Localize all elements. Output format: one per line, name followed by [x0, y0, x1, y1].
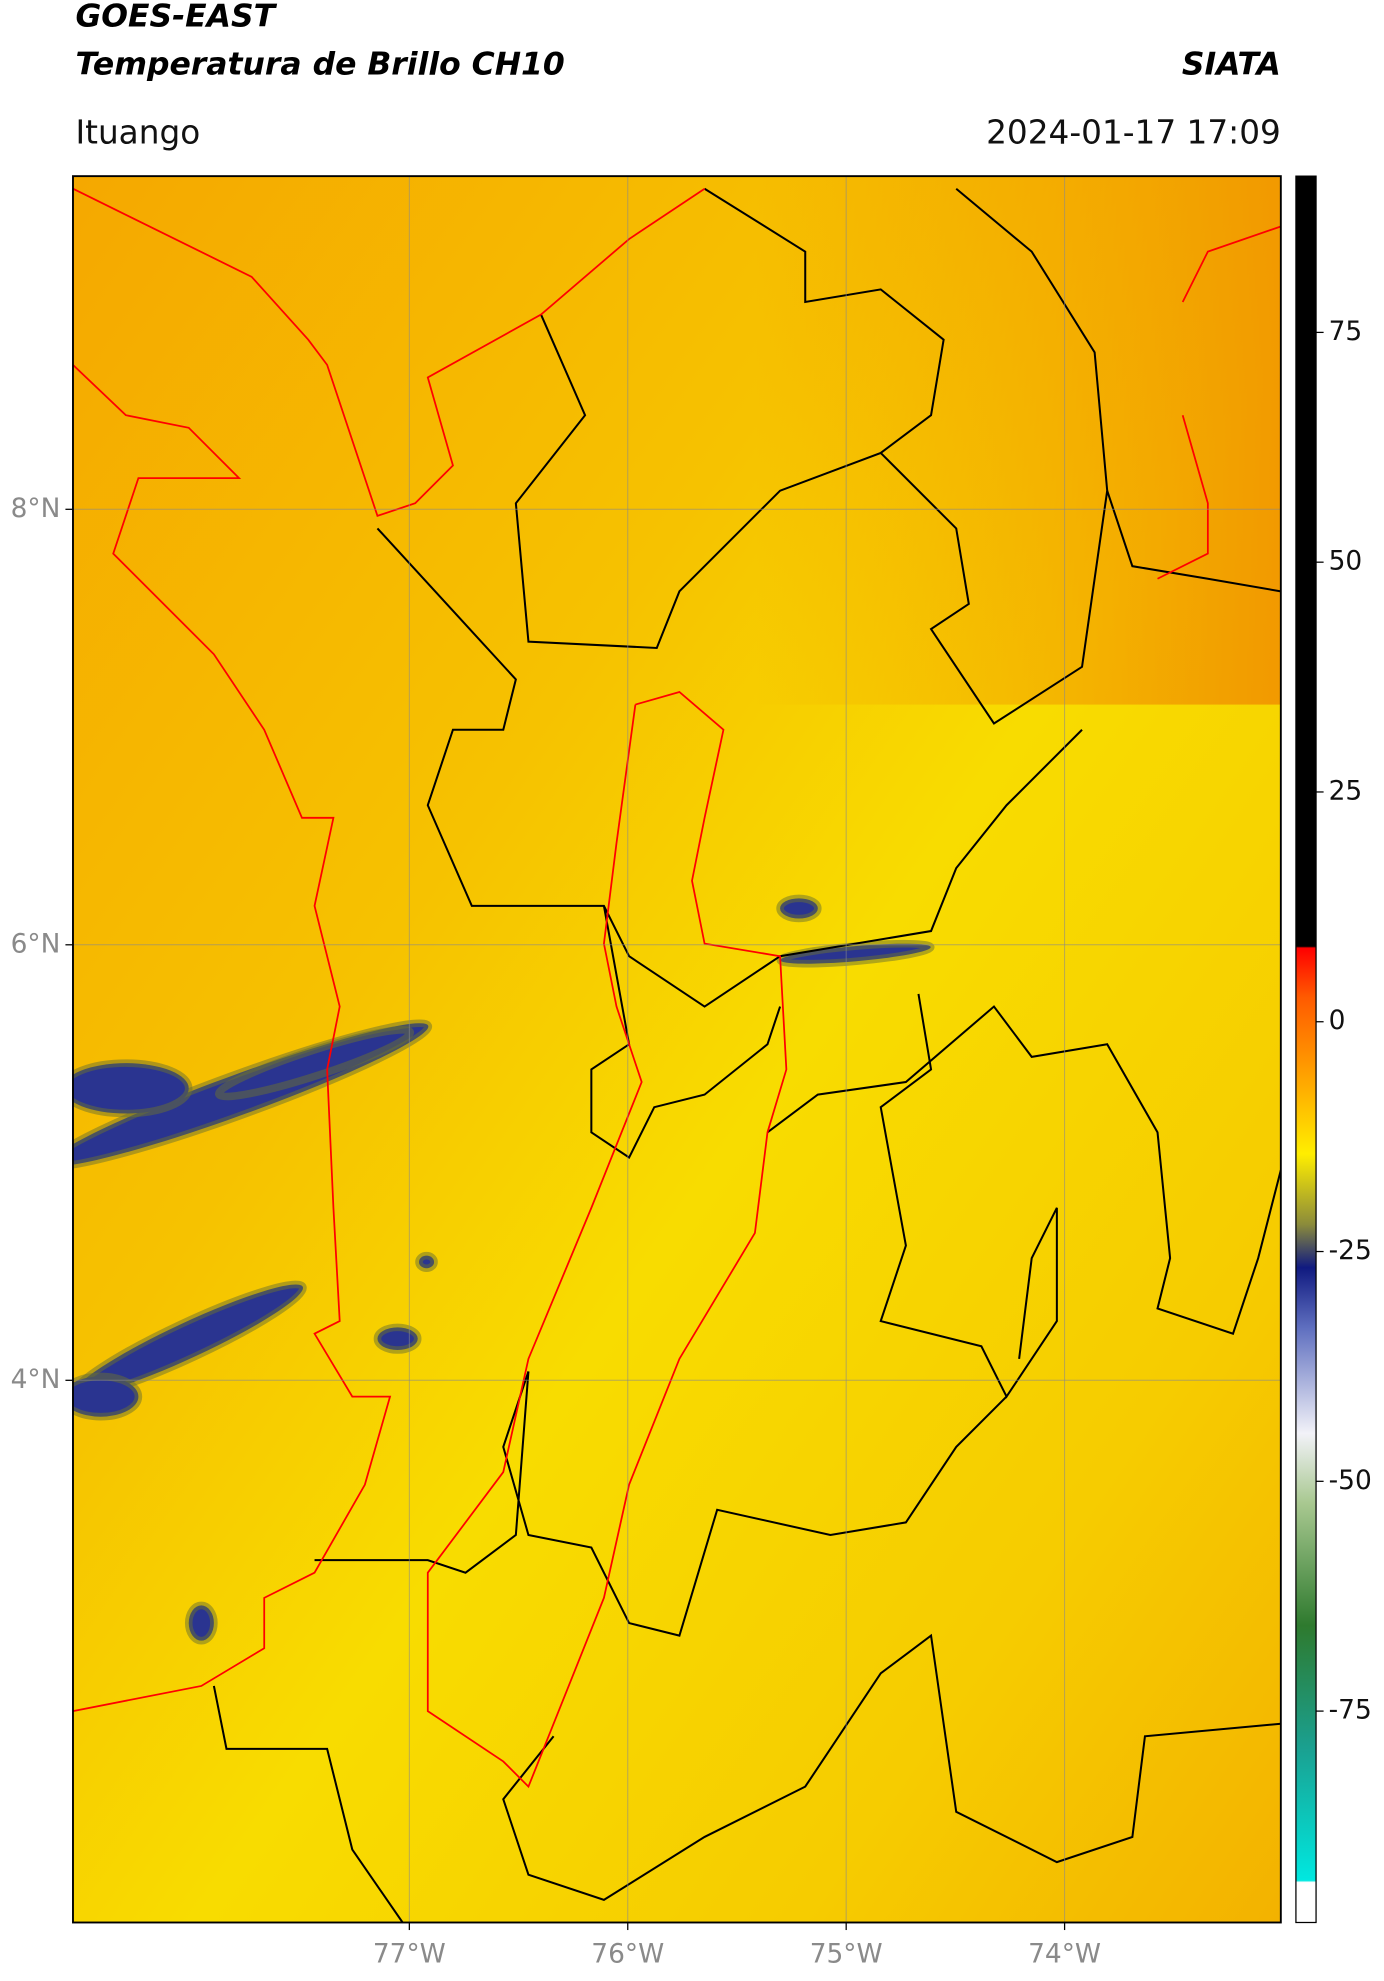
x-tick-label: 75°W [810, 1939, 883, 1970]
coastline [72, 187, 1281, 1789]
y-tick-label: 4°N [11, 1364, 61, 1395]
colorbar [1295, 175, 1317, 1924]
map [72, 176, 1281, 1923]
colorbar-tick-label: 0 [1329, 1005, 1346, 1036]
y-tick-label: 8°N [11, 493, 61, 524]
borders [212, 187, 1281, 1923]
colorbar-tick-label: 25 [1329, 775, 1363, 806]
warm-area [754, 176, 1281, 705]
colorbar-tick-label: 50 [1329, 546, 1363, 577]
colorbar-tick-label: -50 [1329, 1465, 1372, 1496]
colorbar-tick-label: -25 [1329, 1235, 1372, 1266]
x-tick-label: 74°W [1028, 1939, 1101, 1970]
source: SIATA [1182, 46, 1281, 82]
y-tick-label: 6°N [11, 928, 61, 959]
timestamp: 2024-01-17 17:09 [986, 114, 1281, 152]
x-tick-label: 77°W [373, 1939, 446, 1970]
map-frame [72, 175, 1282, 1924]
colorbar-tick-label: -75 [1329, 1695, 1372, 1726]
location: Ituango [75, 114, 200, 152]
cold-clouds [72, 894, 935, 1645]
colorbar-tick-label: 75 [1329, 316, 1363, 347]
grid [72, 176, 1281, 1923]
x-tick-label: 76°W [591, 1939, 664, 1970]
title: GOES-EAST [75, 0, 277, 35]
title: Temperatura de Brillo CH10 [75, 46, 564, 82]
